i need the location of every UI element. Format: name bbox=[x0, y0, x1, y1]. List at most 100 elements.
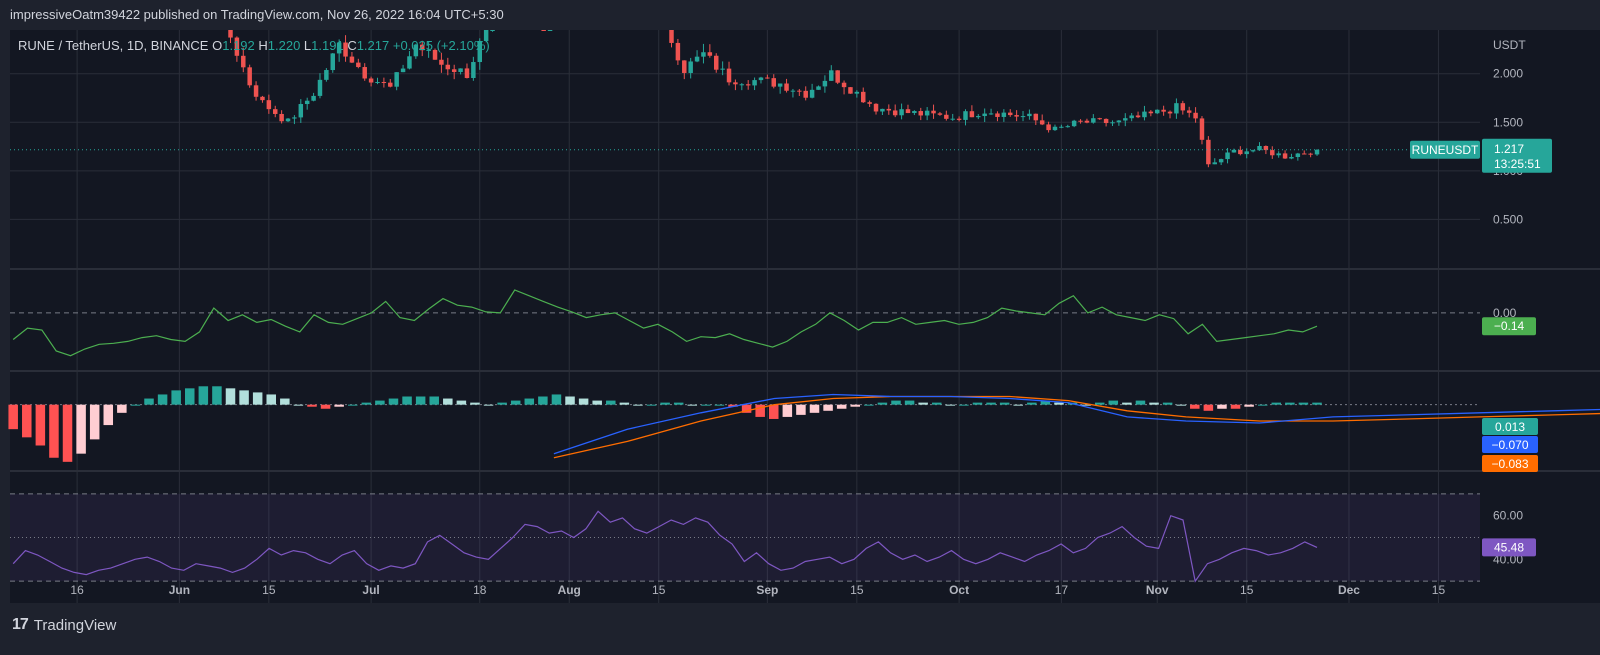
grid bbox=[10, 30, 1600, 603]
macd-histogram-bar bbox=[510, 400, 521, 405]
macd-histogram-bar bbox=[931, 402, 942, 405]
macd-histogram-bar bbox=[1135, 400, 1146, 405]
publish-line: impressiveOatm39422 published on Trading… bbox=[0, 0, 1600, 30]
macd-histogram-bar bbox=[89, 404, 100, 440]
macd-histogram-bar bbox=[701, 404, 711, 406]
candle-body bbox=[790, 90, 796, 92]
macd-histogram-bar bbox=[1162, 402, 1173, 405]
candle-body bbox=[963, 111, 968, 120]
candle-body bbox=[758, 77, 764, 81]
candle-body bbox=[1225, 152, 1230, 160]
candle-body bbox=[912, 111, 917, 114]
macd-histogram-bar bbox=[1054, 402, 1064, 405]
macd-histogram-bar bbox=[443, 398, 453, 405]
candle-body bbox=[1308, 153, 1313, 155]
candle-body bbox=[771, 78, 776, 87]
candle-body bbox=[451, 69, 457, 73]
candle-body bbox=[1123, 118, 1128, 121]
macd-histogram-bar bbox=[877, 402, 888, 405]
x-tick-label: Nov bbox=[1146, 583, 1169, 597]
macd-value: −0.070 bbox=[1491, 438, 1528, 452]
candle-body bbox=[797, 90, 802, 92]
candle-body bbox=[1046, 124, 1051, 131]
macd-value-label bbox=[1482, 436, 1538, 453]
candle-body bbox=[1091, 118, 1096, 123]
macd-histogram-bar bbox=[959, 404, 969, 406]
candle-body bbox=[835, 70, 840, 83]
macd-histogram-bar bbox=[266, 394, 276, 405]
candle-body bbox=[547, 30, 553, 31]
macd-histogram-bar bbox=[1027, 402, 1037, 405]
candle-body bbox=[1270, 150, 1275, 156]
candle-body bbox=[829, 70, 834, 81]
candle-body bbox=[1212, 162, 1217, 165]
candle-body bbox=[682, 60, 687, 73]
macd-histogram-bar bbox=[1122, 402, 1132, 405]
x-tick-label: Aug bbox=[558, 583, 581, 597]
signal-line bbox=[553, 395, 1600, 459]
candle-body bbox=[1020, 116, 1026, 118]
candle-body bbox=[1314, 149, 1320, 155]
candle-body bbox=[1276, 153, 1281, 156]
macd-histogram-value-label bbox=[1482, 418, 1538, 435]
x-tick-label: 15 bbox=[1240, 583, 1254, 597]
candle-body bbox=[1116, 120, 1122, 123]
macd-histogram-bar bbox=[850, 404, 861, 407]
candle-body bbox=[1155, 109, 1160, 114]
candle-body bbox=[1129, 115, 1134, 119]
candle-body bbox=[1033, 113, 1039, 121]
x-tick-label: 15 bbox=[262, 583, 276, 597]
candle-body bbox=[861, 91, 866, 103]
candle-body bbox=[701, 52, 706, 57]
macd-histogram-bar bbox=[769, 404, 779, 419]
signal-value-label bbox=[1482, 455, 1538, 472]
macd-histogram-bar bbox=[1094, 402, 1105, 405]
candle-body bbox=[1257, 145, 1262, 151]
x-tick-label: 15 bbox=[1432, 583, 1446, 597]
candle-body bbox=[304, 100, 310, 105]
candle-body bbox=[1052, 126, 1058, 131]
candle-body bbox=[1039, 120, 1045, 125]
candle-body bbox=[356, 62, 361, 68]
macd-histogram-bar bbox=[1217, 404, 1227, 409]
symbol-legend: RUNE / TetherUS, 1D, BINANCE O1.192 H1.2… bbox=[18, 38, 490, 53]
candle-body bbox=[394, 72, 399, 87]
candle-body bbox=[1059, 126, 1064, 128]
macd-histogram-bar bbox=[8, 404, 18, 430]
candle-body bbox=[969, 111, 975, 118]
candle-body bbox=[892, 110, 898, 116]
candle-body bbox=[1174, 103, 1179, 114]
candle-body bbox=[924, 110, 930, 116]
candle-body bbox=[483, 30, 489, 41]
macd-histogram-bar bbox=[606, 400, 616, 405]
macd-histogram-bar bbox=[1230, 404, 1241, 409]
candle-body bbox=[292, 117, 297, 119]
brand-label: TradingView bbox=[33, 616, 117, 634]
candle-body bbox=[1263, 145, 1269, 151]
macd-histogram-bar bbox=[483, 404, 494, 406]
macd-histogram-bar bbox=[280, 398, 290, 405]
macd-histogram-bar bbox=[823, 404, 833, 411]
candle-body bbox=[464, 68, 470, 79]
candle-body bbox=[1282, 153, 1288, 159]
candle-body bbox=[976, 116, 981, 118]
candle-body bbox=[445, 64, 451, 70]
candle-body bbox=[1289, 157, 1294, 159]
macd-histogram-bar bbox=[1257, 404, 1268, 406]
candle-body bbox=[880, 108, 885, 112]
signal-value: −0.083 bbox=[1491, 457, 1528, 471]
candle-body bbox=[1238, 149, 1243, 155]
macd-histogram-bar bbox=[347, 404, 358, 406]
candle-body bbox=[1193, 112, 1198, 119]
macd-histogram-bar bbox=[538, 396, 548, 405]
macd-histogram-bar bbox=[239, 390, 249, 405]
candle-body bbox=[260, 96, 265, 101]
candle-body bbox=[816, 86, 821, 90]
price-scale-unit: USDT bbox=[1493, 38, 1526, 52]
candle-body bbox=[675, 42, 681, 61]
candle-body bbox=[343, 42, 348, 57]
tradingview-brand[interactable]: 17 TradingView bbox=[12, 616, 116, 634]
rsi-value: 45.48 bbox=[1494, 540, 1524, 554]
candle-body bbox=[317, 79, 323, 96]
candle-body bbox=[477, 40, 482, 63]
